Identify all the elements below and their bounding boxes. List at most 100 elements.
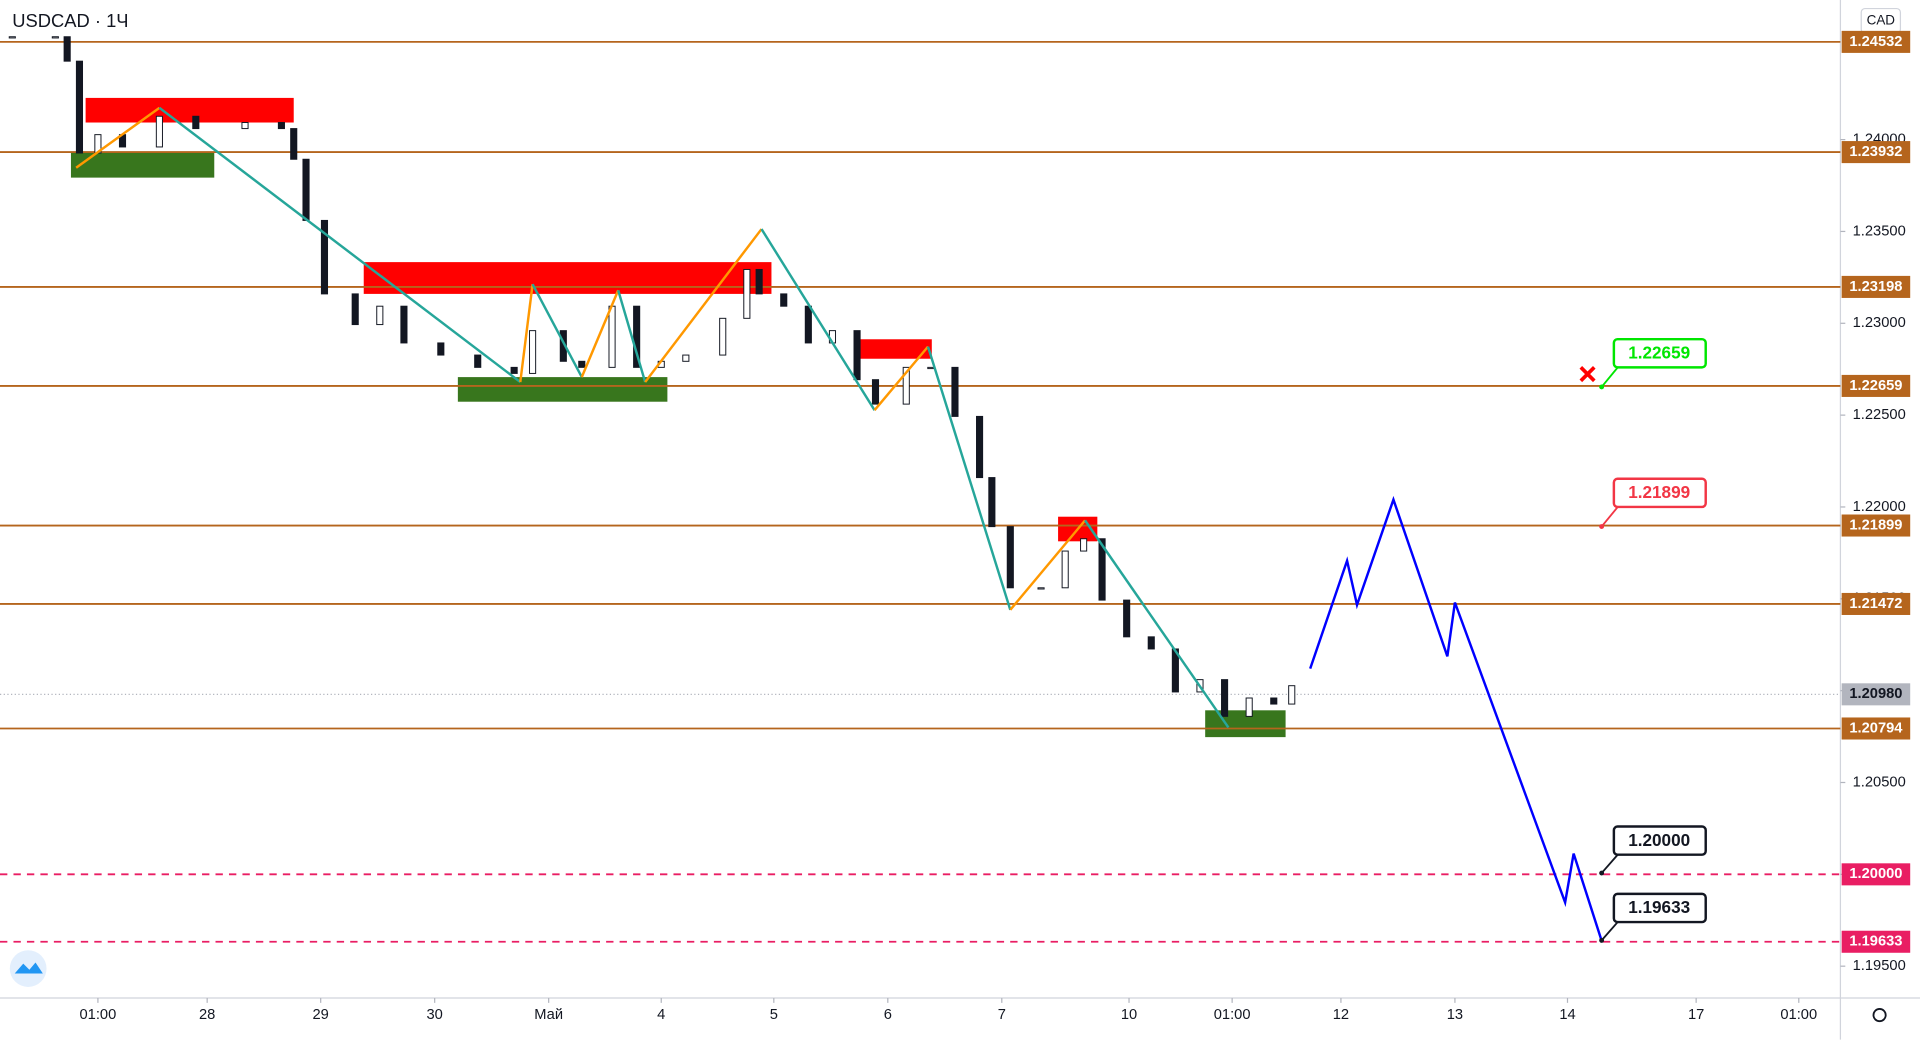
candle	[1288, 685, 1296, 705]
price-label: 1.23932	[1849, 144, 1902, 160]
candle	[351, 293, 359, 326]
x-tick-label: 01:00	[1780, 1007, 1817, 1023]
price-label-bg	[1841, 930, 1911, 953]
candle	[290, 128, 298, 160]
y-tick-label: 1.20500	[1853, 774, 1906, 790]
price-label-bg	[1841, 592, 1911, 615]
gear[interactable]	[1872, 1008, 1887, 1023]
callout-anchor	[1599, 524, 1605, 529]
candle	[437, 342, 445, 356]
x-tick-label: 28	[199, 1007, 215, 1023]
x-tick-label: 17	[1688, 1007, 1704, 1023]
zigzag-segment	[1084, 519, 1230, 729]
zigzag-segment	[1009, 519, 1086, 611]
zigzag-segment	[519, 284, 534, 383]
y-tick-label: 1.19500	[1853, 958, 1906, 974]
candle	[8, 36, 16, 39]
callout-anchor	[1599, 937, 1605, 943]
candle	[755, 268, 763, 295]
x-tick-label: 01:00	[80, 1007, 117, 1023]
callout-anchor	[1599, 870, 1605, 876]
candle	[1123, 599, 1131, 638]
candle	[871, 379, 880, 405]
settings-icon[interactable]	[1872, 1008, 1887, 1023]
price-label-bg	[1841, 275, 1911, 298]
y-tick-label: 1.23000	[1853, 315, 1906, 331]
candle	[474, 354, 482, 368]
cancel-mark	[1579, 366, 1596, 383]
candle	[719, 317, 727, 356]
logo[interactable]	[9, 950, 47, 987]
price-label-bg	[1841, 30, 1911, 53]
candle	[400, 305, 408, 344]
symbol-title: USDCAD · 1Ч	[12, 10, 128, 31]
callout-pointer	[1600, 505, 1620, 528]
candle	[682, 354, 690, 362]
x-tick-label: 12	[1333, 1007, 1349, 1023]
price-label: 1.20980	[1849, 686, 1902, 702]
zigzag-segment	[644, 228, 763, 383]
candle	[608, 305, 616, 368]
candle	[1006, 526, 1014, 589]
candle	[302, 158, 310, 221]
zigzag-segment	[158, 106, 522, 384]
candle	[1221, 679, 1229, 717]
price-label: 1.19633	[1849, 934, 1902, 950]
logo-mark[interactable]	[14, 962, 43, 974]
callout-box	[1612, 477, 1707, 509]
price-label-bg	[1841, 863, 1911, 886]
candle	[320, 219, 329, 295]
x-tick-label: 29	[313, 1007, 329, 1023]
candle	[63, 36, 71, 62]
zigzag-segment	[926, 346, 1012, 611]
callout-box	[1612, 892, 1707, 924]
callout-label: 1.22659	[1628, 342, 1690, 362]
candle	[1270, 697, 1278, 705]
candle	[192, 115, 200, 130]
candle	[988, 477, 996, 528]
callout-box	[1612, 337, 1707, 369]
candle	[51, 36, 59, 39]
zigzag-segment	[617, 289, 647, 383]
zone	[859, 339, 932, 359]
candle	[1037, 587, 1045, 590]
candle	[743, 268, 751, 319]
x-tick-label: 14	[1559, 1007, 1575, 1023]
zone	[85, 97, 294, 123]
candle	[510, 366, 518, 374]
x-tick-label: 4	[657, 1007, 665, 1023]
x-tick-label: 30	[427, 1007, 443, 1023]
zigzag-segment	[760, 228, 876, 411]
plot	[0, 36, 1841, 943]
candle	[1147, 636, 1155, 650]
candle	[853, 330, 861, 381]
candle	[1061, 550, 1069, 589]
zone	[1205, 710, 1286, 738]
price-label: 1.20000	[1849, 866, 1902, 882]
zigzag-segment	[873, 345, 929, 411]
candle	[155, 115, 163, 148]
candle	[1098, 538, 1106, 601]
x-tick-label: 01:00	[1214, 1007, 1251, 1023]
price-label-bg	[1841, 374, 1911, 397]
x-tick-label: 13	[1447, 1007, 1463, 1023]
callout-pointer	[1600, 920, 1620, 942]
x-tick-label: 6	[884, 1007, 892, 1023]
candle	[75, 60, 84, 154]
candle	[1080, 538, 1088, 552]
candle	[780, 293, 788, 307]
price-label: 1.21472	[1849, 596, 1902, 612]
x-tick-label: 5	[770, 1007, 778, 1023]
callout-box	[1612, 825, 1707, 856]
candle	[927, 366, 935, 370]
callout-label: 1.20000	[1628, 830, 1690, 850]
callout-pointer	[1600, 365, 1620, 388]
candle	[578, 360, 586, 368]
zone	[70, 151, 215, 178]
candle	[804, 305, 812, 344]
candle	[902, 366, 910, 405]
candle	[241, 122, 249, 130]
price-label-bg	[1841, 717, 1911, 740]
